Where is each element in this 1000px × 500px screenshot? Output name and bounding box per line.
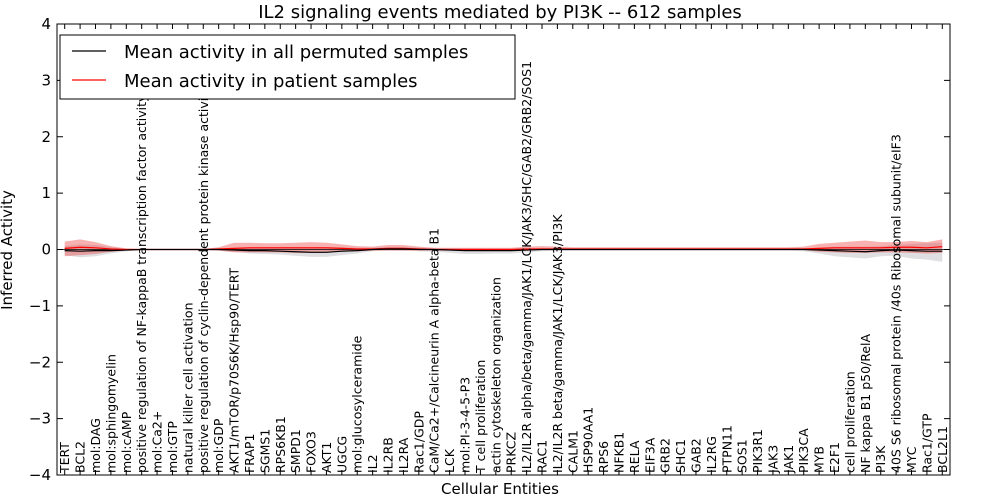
x-tick-label: FRAP1 — [242, 434, 257, 473]
x-tick-label: mol:GDP — [211, 418, 226, 473]
x-tick-label: JAK1 — [781, 445, 796, 474]
x-tick-label: 40S S6 ribosomal protein /40s Ribosomal … — [889, 134, 904, 473]
x-tick-label: MYB — [812, 446, 827, 473]
y-tick-label: −3 — [29, 410, 51, 428]
legend-box — [59, 34, 516, 100]
x-tick-label: cell proliferation — [842, 371, 857, 473]
x-tick-label: mol:glucosylceramide — [350, 335, 365, 473]
y-tick-label: −1 — [29, 297, 51, 315]
x-tick-label: positive regulation of NF-kappaB transcr… — [134, 94, 149, 473]
x-tick-label: mol:DAG — [88, 418, 103, 473]
x-tick-label: PRKCZ — [504, 432, 519, 473]
x-tick-label: IL2 — [365, 454, 380, 473]
y-tick-label: 3 — [41, 71, 51, 89]
x-tick-label: AKT1 — [319, 442, 334, 473]
x-tick-label: NF kappa B1 p50/RelA — [858, 333, 873, 473]
band-patient — [64, 239, 943, 257]
x-tick-label: GRB2 — [658, 438, 673, 473]
x-tick-label: T cell proliferation — [473, 360, 488, 474]
x-tick-label: positive regulation of cyclin-dependent … — [196, 85, 211, 473]
x-tick-label: PI3K — [873, 445, 888, 473]
x-tick-label: RELA — [627, 440, 642, 473]
x-tick-label: PIK3R1 — [750, 429, 765, 473]
y-tick-label: 1 — [41, 184, 51, 202]
x-tick-label: IL2RB — [381, 437, 396, 473]
x-tick-label: IL2/IL2R alpha/beta/gamma/JAK1/LCK/JAK3/… — [519, 61, 534, 473]
legend-label-patient: Mean activity in patient samples — [124, 71, 418, 92]
legend: Mean activity in all permuted samples Me… — [59, 34, 516, 100]
x-tick-label: mol:sphingomyelin — [103, 354, 118, 473]
x-tick-label: FOXO3 — [304, 431, 319, 473]
legend-label-permuted: Mean activity in all permuted samples — [124, 42, 468, 63]
x-tick-label: GAB2 — [688, 438, 703, 473]
x-tick-label: EIF3A — [642, 437, 657, 473]
x-tick-label: SHC1 — [673, 439, 688, 473]
x-tick-label: E2F1 — [827, 442, 842, 473]
y-tick-label: −4 — [29, 466, 51, 484]
x-tick-label: SOS1 — [735, 439, 750, 473]
x-tick-label: SMPD1 — [288, 429, 303, 473]
x-tick-label: natural killer cell activation — [180, 302, 195, 473]
x-tick-label: LCK — [442, 448, 457, 473]
x-tick-label: JAK3 — [765, 445, 780, 474]
x-tick-label: BCL2L1 — [935, 426, 950, 473]
x-tick-label: MYC — [904, 446, 919, 473]
x-tick-label: Rac1/GTP — [919, 413, 934, 473]
x-tick-label: IL2RA — [396, 437, 411, 473]
series-line-permuted — [64, 248, 943, 253]
y-tick-label: 4 — [41, 15, 51, 33]
x-tick-label: actin cytoskeleton organization — [488, 277, 503, 473]
x-tick-label: AKT1/mTOR/p70S6K/Hsp90/TERT — [227, 267, 242, 473]
chart-title: IL2 signaling events mediated by PI3K --… — [258, 2, 742, 23]
x-tick-label: mol:Ca2+ — [150, 411, 165, 473]
y-axis-label: Inferred Activity — [0, 190, 16, 310]
x-tick-label: BCL2 — [73, 441, 88, 473]
x-tick-label: RPS6KB1 — [273, 416, 288, 473]
x-tick-label: PIK3CA — [796, 428, 811, 473]
x-tick-label: IL2RG — [704, 436, 719, 473]
x-tick-label: mol:PI-3-4-5-P3 — [458, 377, 473, 473]
y-tick-label: −2 — [29, 353, 51, 371]
x-tick-label: HSP90AA1 — [581, 407, 596, 473]
x-tick-label: Rac1/GDP — [411, 411, 426, 473]
x-tick-label: NFKB1 — [611, 432, 626, 473]
x-tick-label: PTPN11 — [719, 425, 734, 473]
x-tick-label: SGMS1 — [257, 429, 272, 473]
x-tick-label: CaM/Ca2+/Calcineurin A alpha-beta B1 — [427, 228, 442, 473]
x-tick-label: RAC1 — [534, 440, 549, 473]
x-tick-label: mol:cAMP — [119, 411, 134, 473]
x-tick-label: TERT — [57, 442, 72, 474]
x-axis-label: Cellular Entities — [441, 480, 559, 498]
y-tick-label: 0 — [41, 241, 51, 259]
x-tick-label: IL2/IL2R beta/gamma/JAK1/LCK/JAK3/PI3K — [550, 214, 565, 473]
x-tick-label: RPS6 — [596, 441, 611, 473]
x-tick-label: UGCG — [334, 436, 349, 473]
y-tick-label: 2 — [41, 128, 51, 146]
x-tick-label: mol:GTP — [165, 421, 180, 473]
x-tick-label: CALM1 — [565, 430, 580, 473]
